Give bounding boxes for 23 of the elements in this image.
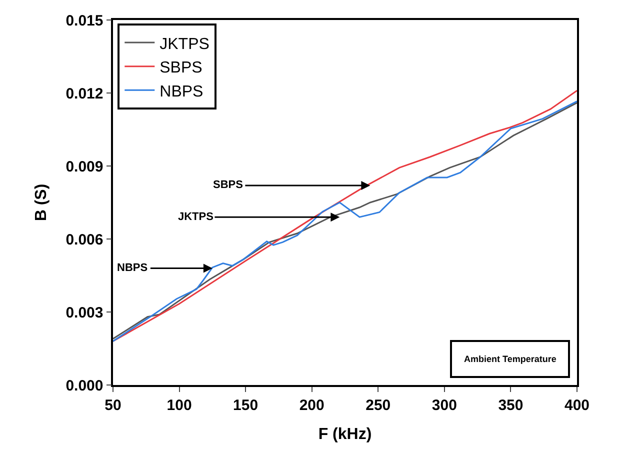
x-tick-label: 350: [498, 396, 524, 414]
legend-label: NBPS: [160, 83, 204, 100]
x-axis-title: F (kHz): [318, 426, 372, 443]
y-tick-label: 0.000: [66, 377, 104, 394]
y-tick-label: 0.009: [66, 158, 104, 176]
annotation: Ambient Temperature: [464, 354, 556, 364]
x-tick-label: 300: [432, 396, 457, 414]
y-tick-label: 0.006: [66, 231, 104, 248]
x-tick-label: 400: [564, 396, 590, 414]
y-axis-title: B (S): [33, 184, 50, 222]
annotation: NBPS: [117, 262, 148, 274]
legend-label: JKTPS: [160, 36, 210, 53]
x-tick-label: 200: [299, 396, 324, 414]
annotation: JKTPS: [178, 211, 214, 223]
x-tick-label: 150: [233, 396, 258, 414]
y-tick-label: 0.012: [66, 85, 104, 102]
x-tick-label: 100: [166, 396, 192, 414]
x-tick-label: 250: [366, 396, 391, 414]
x-tick-label: 50: [104, 396, 122, 414]
y-tick-label: 0.003: [66, 304, 104, 322]
annotation: SBPS: [213, 179, 243, 191]
legend-label: SBPS: [160, 60, 202, 77]
y-tick-label: 0.015: [66, 12, 104, 30]
